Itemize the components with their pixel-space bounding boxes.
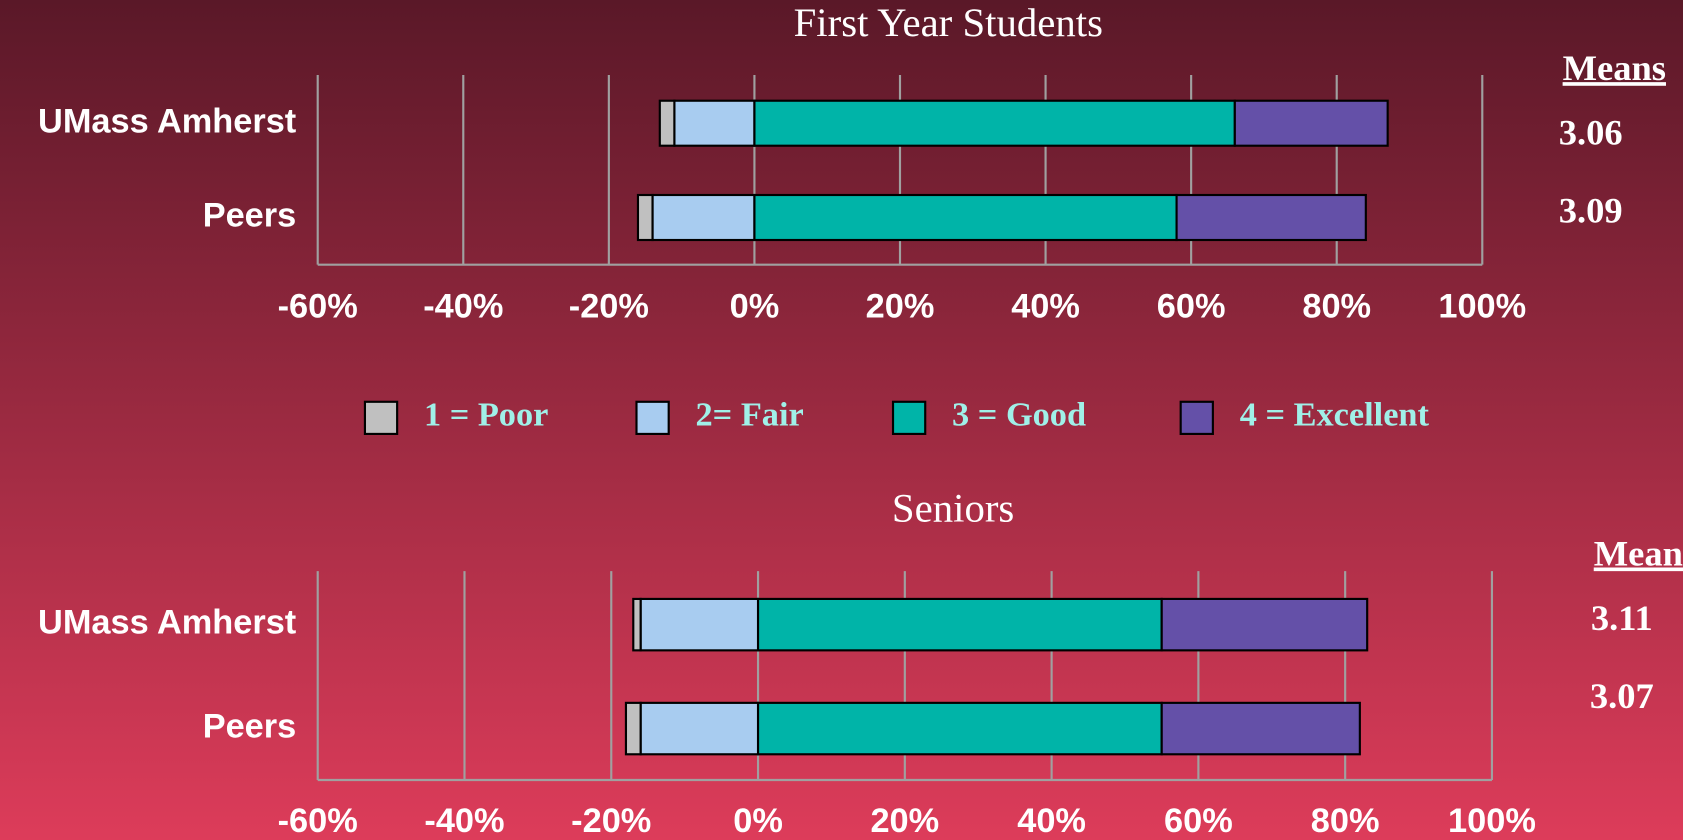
x-tick-label: 0% [730, 288, 780, 326]
bar-segment [639, 701, 760, 756]
y-tick-label: UMass Amherst [38, 102, 296, 140]
x-tick-label: 20% [866, 288, 935, 326]
x-tick-label: -20% [571, 802, 651, 840]
bar-segment [1175, 193, 1367, 242]
y-tick-label: UMass Amherst [38, 604, 296, 642]
bar-segment [624, 701, 642, 756]
mean-value: 3.07 [1590, 676, 1654, 716]
bar-segment [639, 597, 760, 652]
x-tick-label: 20% [870, 802, 939, 840]
x-tick-label: -60% [278, 802, 358, 840]
mean-value: 3.11 [1591, 598, 1653, 638]
y-tick-label: Peers [203, 197, 297, 235]
x-tick-label: 40% [1011, 288, 1080, 326]
x-tick-label: 40% [1017, 802, 1086, 840]
mean-value: 3.09 [1559, 191, 1623, 231]
x-tick-label: 100% [1438, 288, 1526, 326]
x-tick-label: 80% [1311, 802, 1380, 840]
legend-label: 4 = Excellent [1240, 396, 1430, 434]
bar-segment [756, 597, 1163, 652]
bar-segment [756, 701, 1163, 756]
bar-segment [651, 193, 756, 242]
mean-value: 3.06 [1559, 112, 1623, 152]
x-tick-label: -40% [423, 288, 503, 326]
legend-label: 3 = Good [952, 396, 1086, 434]
x-tick-label: 100% [1448, 802, 1536, 840]
legend-label: 2= Fair [696, 396, 804, 434]
x-tick-label: -60% [278, 288, 358, 326]
x-tick-label: 80% [1302, 288, 1371, 326]
bar-segment [1233, 99, 1389, 147]
bar-segment [632, 597, 642, 652]
means-title: Means [1594, 534, 1683, 574]
bar-segment [1160, 701, 1361, 756]
y-tick-label: Peers [203, 708, 297, 746]
bar-segment [636, 193, 654, 242]
legend-swatch [363, 400, 399, 435]
legend-swatch [635, 400, 670, 435]
means-title: Means [1563, 48, 1666, 88]
legend-swatch [1179, 400, 1214, 435]
chart-title: First Year Students [794, 0, 1103, 45]
bar-segment [1160, 597, 1369, 652]
x-tick-label: -40% [424, 802, 504, 840]
bar-segment [673, 99, 756, 147]
bar-segment [753, 99, 1236, 147]
x-tick-label: 0% [733, 802, 783, 840]
legend-label: 1 = Poor [424, 396, 548, 434]
chart-title: Seniors [892, 486, 1014, 531]
x-tick-label: 60% [1164, 802, 1233, 840]
x-tick-label: 60% [1157, 288, 1226, 326]
bar-segment [753, 193, 1178, 242]
bar-segment [658, 99, 676, 147]
legend-swatch [891, 400, 927, 435]
x-tick-label: -20% [569, 288, 649, 326]
